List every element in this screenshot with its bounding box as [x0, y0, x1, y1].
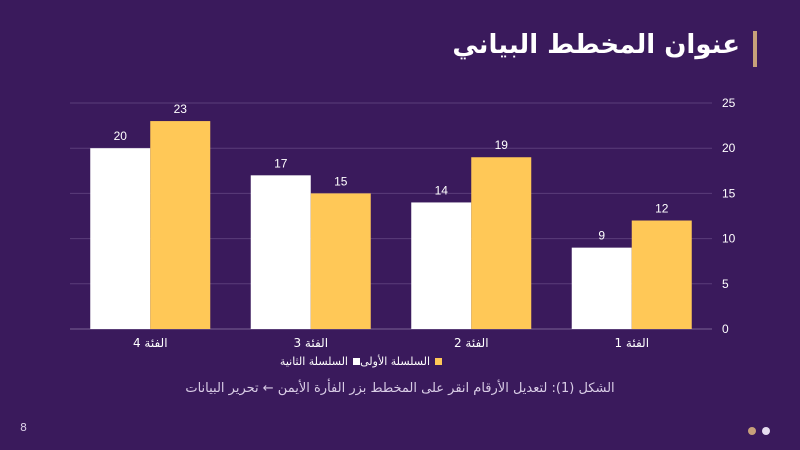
legend-label: السلسلة الثانية [280, 355, 348, 368]
navigation-dots [748, 427, 770, 435]
x-tick-label: الفئة 2 [454, 336, 489, 350]
bar [631, 220, 692, 329]
legend-label: السلسلة الأولى [360, 354, 430, 368]
y-tick-label: 5 [722, 277, 729, 291]
dot-icon [748, 427, 756, 435]
data-label: 20 [114, 129, 128, 143]
bar [471, 157, 532, 329]
bar [310, 193, 371, 329]
data-label: 9 [598, 229, 605, 243]
y-tick-label: 20 [722, 141, 736, 155]
y-tick-label: 15 [722, 186, 736, 200]
data-label: 19 [495, 138, 509, 152]
bar [90, 148, 151, 329]
title-accent-bar [753, 31, 757, 67]
bar [150, 121, 211, 329]
bar [411, 202, 472, 329]
data-label: 23 [174, 102, 188, 116]
y-tick-label: 0 [722, 322, 729, 336]
legend-swatch [435, 358, 442, 365]
y-tick-label: 10 [722, 232, 736, 246]
bar [571, 247, 632, 329]
chart-caption: الشكل (1): لتعديل الأرقام انقر على المخط… [185, 381, 615, 396]
data-label: 14 [435, 183, 449, 197]
data-label: 17 [274, 156, 288, 170]
y-tick-label: 25 [722, 96, 736, 110]
page-number: 8 [20, 421, 27, 434]
bar-chart: 0 5 10 15 20 25 20 23 الفئة 4 17 15 الفئة 3 14 19 الفئ… [70, 96, 736, 368]
x-tick-label: الفئة 4 [133, 336, 168, 350]
slide-title: عنوان المخطط البياني [452, 30, 740, 60]
bar [250, 175, 311, 329]
legend-swatch [353, 358, 360, 365]
x-tick-label: الفئة 3 [293, 336, 328, 350]
data-label: 15 [334, 174, 348, 188]
data-label: 12 [655, 202, 669, 216]
x-tick-label: الفئة 1 [614, 336, 649, 350]
dot-icon [762, 427, 770, 435]
